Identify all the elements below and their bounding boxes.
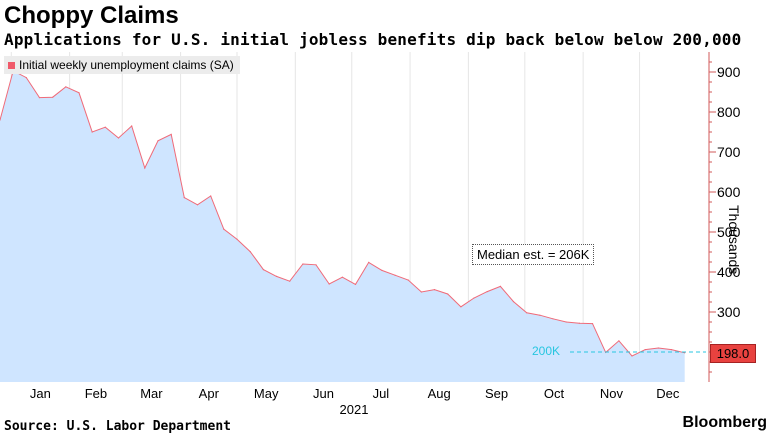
data-point xyxy=(157,140,159,142)
data-point xyxy=(289,280,291,282)
y-tick-label: 400 xyxy=(717,264,741,280)
data-point xyxy=(131,125,133,127)
data-point xyxy=(499,285,501,287)
y-tick-label: 300 xyxy=(717,304,741,320)
data-point xyxy=(117,137,120,139)
data-point xyxy=(631,355,633,357)
data-point xyxy=(223,228,225,230)
series-area xyxy=(0,70,685,383)
threshold-label: 200K xyxy=(532,344,561,358)
data-point xyxy=(52,96,54,98)
data-point xyxy=(38,97,41,99)
data-point xyxy=(486,291,488,293)
x-tick-label: Feb xyxy=(85,386,107,401)
legend-swatch xyxy=(8,61,15,69)
data-point xyxy=(618,340,620,342)
x-tick-label: Dec xyxy=(656,386,680,401)
chart-subtitle: Applications for U.S. initial jobless be… xyxy=(4,30,742,49)
data-point xyxy=(78,92,80,94)
data-point xyxy=(473,297,475,299)
data-point xyxy=(196,204,199,206)
brand-logo: Bloomberg xyxy=(682,414,767,431)
x-tick-label: Jul xyxy=(373,386,390,401)
source-note: Source: U.S. Labor Department xyxy=(4,419,231,434)
data-point xyxy=(433,289,436,291)
data-point xyxy=(644,349,646,351)
data-point xyxy=(394,274,396,276)
x-tick-label: Aug xyxy=(428,386,451,401)
data-point xyxy=(539,314,541,316)
y-tick-label: 700 xyxy=(717,144,741,160)
data-point xyxy=(315,264,317,266)
data-point xyxy=(144,167,146,169)
median-estimate-annotation: Median est. = 206K xyxy=(472,244,595,265)
x-tick-label: Nov xyxy=(600,386,624,401)
data-point xyxy=(670,349,673,351)
data-point xyxy=(368,261,370,263)
x-tick-label: May xyxy=(254,386,279,401)
data-point xyxy=(65,86,67,88)
data-point xyxy=(341,276,343,278)
data-point xyxy=(591,323,594,325)
x-tick-label: Sep xyxy=(485,386,508,401)
data-point xyxy=(183,197,185,199)
x-axis-year-label: 2021 xyxy=(340,402,369,417)
data-point xyxy=(512,301,515,303)
chart-title: Choppy Claims xyxy=(4,2,179,29)
data-point xyxy=(25,77,27,79)
data-point xyxy=(354,283,357,285)
data-point xyxy=(0,119,1,121)
data-point xyxy=(328,283,330,285)
y-axis-title: Thousands xyxy=(726,205,742,275)
data-point xyxy=(552,318,554,320)
x-tick-label: Oct xyxy=(544,386,565,401)
data-point xyxy=(262,269,264,271)
data-point xyxy=(578,322,581,324)
y-tick-label: 900 xyxy=(717,64,741,80)
data-point xyxy=(249,251,251,253)
y-tick-label: 500 xyxy=(717,224,741,240)
data-point xyxy=(526,312,528,314)
data-point xyxy=(104,126,106,128)
data-point xyxy=(210,195,212,197)
last-value-badge: 198.0 xyxy=(710,344,756,363)
legend: Initial weekly unemployment claims (SA) xyxy=(4,56,240,74)
data-point xyxy=(170,133,172,135)
x-tick-label: Jan xyxy=(30,386,51,401)
x-tick-label: Apr xyxy=(199,386,220,401)
data-point xyxy=(302,263,304,265)
data-point xyxy=(236,238,238,240)
data-point xyxy=(447,293,449,295)
data-point xyxy=(565,321,567,323)
data-point xyxy=(460,306,462,308)
data-point xyxy=(381,269,383,271)
legend-label: Initial weekly unemployment claims (SA) xyxy=(19,58,234,72)
data-point xyxy=(657,347,660,349)
data-point xyxy=(407,279,409,281)
data-point xyxy=(275,275,278,277)
y-tick-label: 800 xyxy=(717,104,741,120)
data-point xyxy=(420,291,422,293)
y-tick-label: 600 xyxy=(717,184,741,200)
data-point xyxy=(91,131,93,133)
x-tick-label: Jun xyxy=(313,386,334,401)
x-tick-label: Mar xyxy=(140,386,163,401)
